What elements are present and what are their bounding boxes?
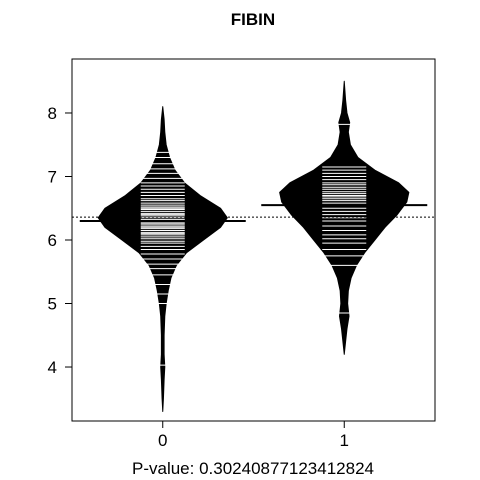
y-tick-label: 8 xyxy=(48,104,57,123)
x-tick-label: 1 xyxy=(340,431,349,450)
x-tick-label: 0 xyxy=(158,431,167,450)
bean-1 xyxy=(261,80,428,355)
y-tick-label: 5 xyxy=(48,295,57,314)
y-axis: 4 5 6 7 8 xyxy=(48,104,72,377)
y-tick-label: 6 xyxy=(48,231,57,250)
y-tick-label: 7 xyxy=(48,167,57,186)
y-tick-label: 4 xyxy=(48,358,57,377)
bean-0 xyxy=(79,106,246,412)
beans-layer xyxy=(79,80,428,412)
x-axis-label: P-value: 0.30240877123412824 xyxy=(132,459,374,478)
chart-title: FIBIN xyxy=(231,10,275,29)
